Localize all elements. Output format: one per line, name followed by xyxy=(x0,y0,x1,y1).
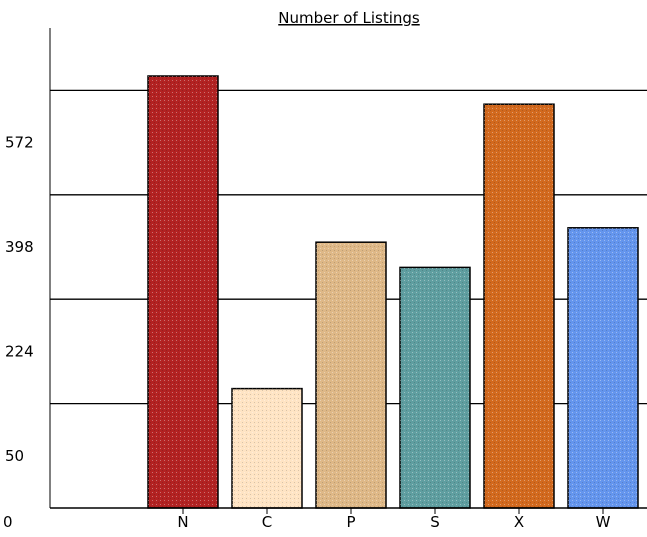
bar-texture-w xyxy=(568,227,638,509)
bar-texture-p xyxy=(316,242,386,508)
bar-texture-n xyxy=(148,76,218,508)
bars xyxy=(147,75,639,509)
x-tick-label: N xyxy=(177,513,188,531)
y-tick-label: 398 xyxy=(5,238,34,256)
bar-texture-c xyxy=(232,388,302,508)
y-tick-label: 572 xyxy=(5,134,34,152)
x-tick-label: P xyxy=(346,513,355,531)
x-tick-label: W xyxy=(596,513,611,531)
bar-texture-x xyxy=(484,104,554,508)
chart-title: Number of Listings xyxy=(278,9,420,27)
bar-texture-s xyxy=(400,267,470,508)
y-tick-label: 224 xyxy=(5,342,34,360)
x-tick-label: C xyxy=(262,513,272,531)
x-tick-label: X xyxy=(514,513,524,531)
y-axis-ticks: 0 50 224 398 572 xyxy=(3,134,34,531)
y-tick-label: 0 xyxy=(3,513,13,531)
y-tick-label: 50 xyxy=(5,447,24,465)
x-tick-label: S xyxy=(430,513,440,531)
